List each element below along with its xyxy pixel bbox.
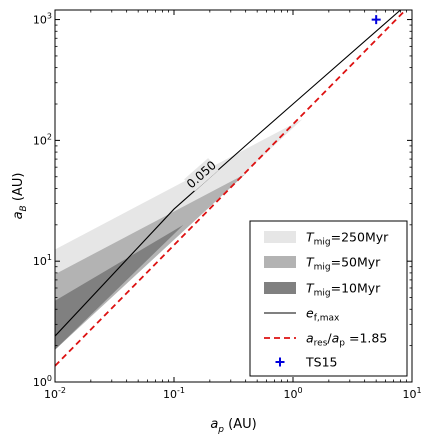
legend-label-1: Tmig=50Myr bbox=[306, 255, 381, 273]
legend-box bbox=[249, 220, 408, 377]
x-axis-label: ap (AU) bbox=[210, 417, 256, 435]
marker-ts15 bbox=[371, 15, 381, 25]
y-axis-label: aB (AU) bbox=[11, 173, 29, 220]
legend-label-0: Tmig=250Myr bbox=[306, 230, 389, 248]
y-tick-label: 101 bbox=[33, 253, 52, 268]
axes: 10-2 10-1 100 101 100 101 102 103 ap (AU) aB (AU) bbox=[11, 9, 422, 435]
legend-label-4: ares/ap =1.85 bbox=[306, 331, 387, 349]
y-tick-label: 103 bbox=[33, 12, 52, 27]
axes-frame bbox=[54, 9, 413, 383]
y-tick-label: 102 bbox=[33, 132, 52, 147]
x-tick-label: 100 bbox=[283, 386, 302, 401]
legend-label-2: Tmig=10Myr bbox=[306, 281, 381, 299]
legend-label-3: ef,max​ bbox=[306, 306, 340, 324]
x-tick-label: 10-1 bbox=[163, 386, 185, 401]
y-tick-label: 100 bbox=[33, 374, 52, 389]
x-tick-label: 10-2 bbox=[44, 386, 66, 401]
legend-swatch-band-2 bbox=[264, 282, 296, 294]
band-2 bbox=[55, 224, 184, 350]
contour-label-bg bbox=[184, 158, 219, 192]
legend-swatch-band-0 bbox=[264, 231, 296, 243]
legend-swatch-marker bbox=[275, 357, 285, 367]
x-tick-label: 101 bbox=[402, 386, 421, 401]
band-1 bbox=[55, 173, 246, 350]
legend-label-5: TS15 bbox=[305, 355, 337, 370]
legend: Tmig=250Myr Tmig=50Myr Tmig=10Myr ef,max​ ar… bbox=[249, 220, 408, 377]
plot-area bbox=[55, 10, 407, 367]
ef-max-line bbox=[55, 10, 401, 337]
legend-swatch-band-1 bbox=[264, 256, 296, 268]
resonance-line bbox=[55, 10, 407, 367]
